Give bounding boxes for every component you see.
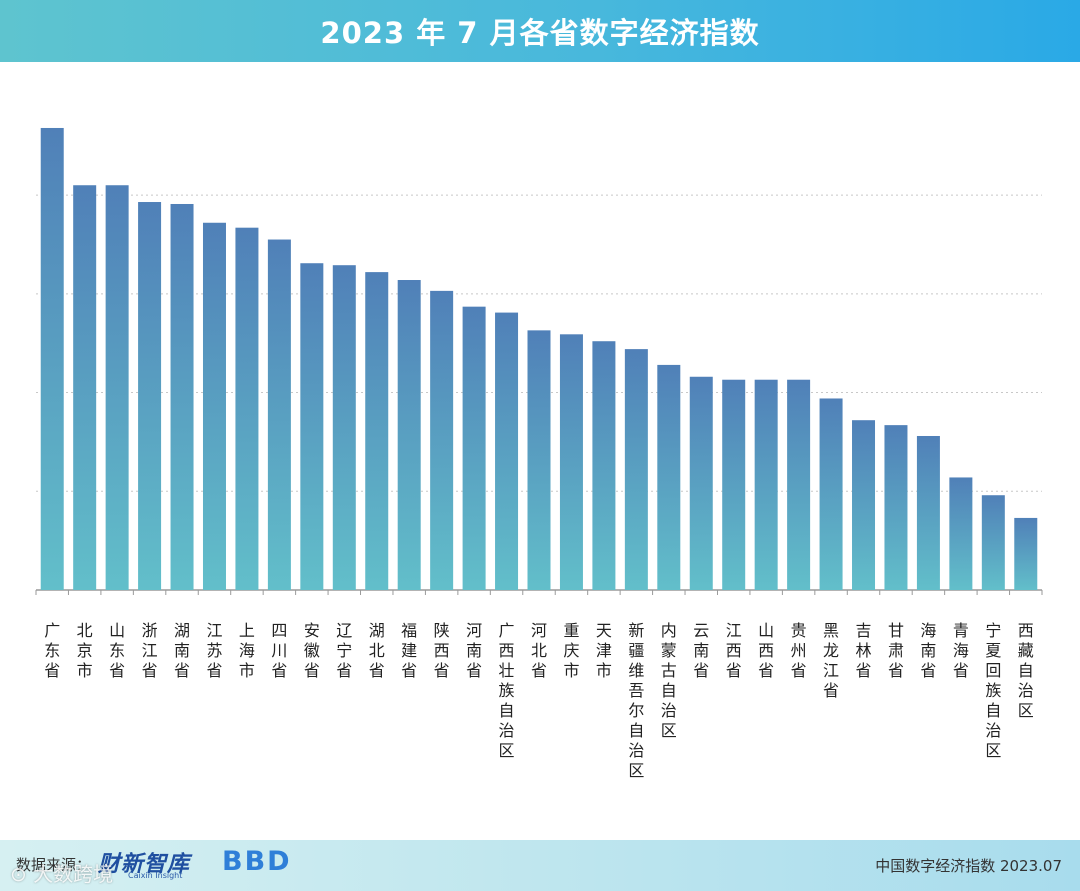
bar-26: [852, 420, 876, 590]
bar-31: [1014, 517, 1038, 590]
x-tick-label: 西藏自治区: [1018, 621, 1034, 720]
chart-area: 广东省 北京市 山东省 浙江省 湖南省 江苏省 上海市 四川省 安徽省 辽宁省 湖北省 福建省 陕西省河…: [0, 62, 1080, 840]
bar-29: [949, 477, 973, 590]
caixin-insight-logo: 财新智库: [98, 852, 191, 877]
x-tick-label: 广西壮族自治区: [499, 621, 515, 760]
bar-30: [981, 495, 1005, 590]
bar-5: [170, 203, 194, 590]
x-tick-label: 陕西省: [434, 621, 450, 680]
bar-layer: [40, 127, 1038, 591]
bar-6: [202, 222, 226, 590]
x-tick-label: 云南省: [693, 621, 709, 680]
bar-15: [495, 312, 519, 590]
x-tick-label: 山西省: [758, 621, 774, 680]
x-tick-label: 内蒙古自治区: [661, 621, 677, 740]
x-tick-label: 江苏省: [206, 621, 222, 680]
bar-22: [722, 379, 746, 590]
x-tick-label: 湖北省: [369, 621, 385, 680]
bar-28: [916, 435, 940, 590]
bar-2: [73, 185, 97, 590]
x-tick-label: 重庆市: [563, 621, 579, 680]
bar-12: [397, 280, 421, 590]
x-tick-label: 福建省: [401, 621, 417, 680]
caixin-insight-subtitle: Caixin Insight: [128, 871, 183, 880]
bar-24: [787, 379, 811, 590]
bbd-logo: BBD: [222, 846, 292, 877]
x-tick-label: 黑龙江省: [823, 621, 839, 700]
x-tick-label: 河北省: [531, 621, 547, 680]
bar-20: [657, 364, 681, 590]
source-label: 数据来源：: [16, 856, 92, 874]
bar-10: [332, 265, 356, 590]
bar-27: [884, 425, 908, 590]
x-tick-label: 甘肃省: [888, 621, 904, 680]
bar-8: [267, 239, 291, 590]
x-tick-label: 宁夏回族自治区: [985, 621, 1001, 760]
x-tick-label: 江西省: [726, 621, 742, 680]
chart-footer: 数据来源： 财新智库 Caixin Insight BBD ⊙ 大数跨境 中国数…: [0, 840, 1080, 891]
x-tick-label: 贵州省: [791, 621, 807, 680]
x-tick-label: 浙江省: [142, 621, 158, 680]
bar-14: [462, 306, 486, 590]
bar-17: [559, 334, 583, 590]
label-layer: 广东省北京市山东省浙江省湖南省江苏省上海市四川省安徽省辽宁省湖北省福建省陕西省河…: [44, 621, 1034, 780]
x-tick-label: 新疆维吾尔自治区: [628, 621, 644, 780]
bar-3: [105, 185, 129, 590]
watermark: ⊙ 大数跨境: [10, 862, 114, 886]
bar-chart: 广东省北京市山东省浙江省湖南省江苏省上海市四川省安徽省辽宁省湖北省福建省陕西省河…: [35, 127, 1043, 780]
bar-25: [819, 398, 843, 590]
x-tick-label: 上海市: [239, 621, 255, 680]
chart-header: 2023 年 7 月各省数字经济指数: [0, 0, 1080, 62]
x-tick-label: 河南省: [466, 621, 482, 680]
chart-title: 2023 年 7 月各省数字经济指数: [320, 16, 760, 50]
x-tick-label: 吉林省: [856, 621, 872, 680]
x-tick-label: 天津市: [596, 621, 612, 680]
bar-19: [624, 349, 648, 590]
x-tick-label: 广东省: [44, 621, 60, 680]
bar-13: [430, 290, 454, 590]
bar-7: [235, 227, 259, 590]
x-tick-label: 北京市: [77, 621, 93, 680]
bar-16: [527, 330, 551, 590]
bar-4: [138, 202, 162, 590]
x-tick-label: 四川省: [271, 621, 287, 680]
bar-1: [40, 127, 64, 591]
x-tick-label: 青海省: [953, 621, 969, 680]
bar-11: [365, 272, 389, 590]
footnote: 中国数字经济指数 2023.07: [875, 857, 1062, 875]
bar-18: [592, 341, 616, 590]
x-tick-label: 湖南省: [174, 621, 190, 680]
x-tick-label: 海南省: [920, 621, 936, 680]
x-tick-label: 安徽省: [304, 621, 320, 680]
x-tick-label: 辽宁省: [336, 621, 352, 680]
bar-21: [689, 376, 713, 590]
bar-9: [300, 263, 324, 590]
x-tick-label: 山东省: [109, 621, 125, 680]
bar-23: [754, 379, 778, 590]
